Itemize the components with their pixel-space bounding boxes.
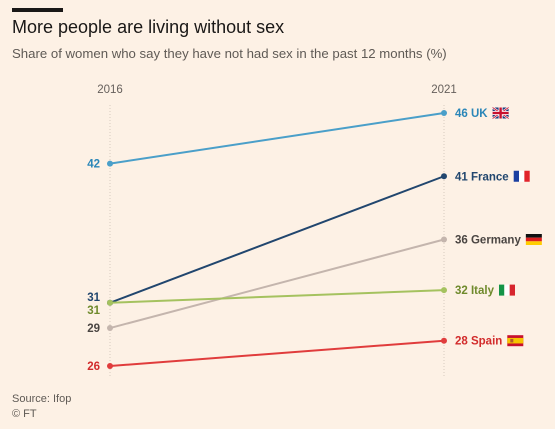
start-label-uk: 42 [87, 159, 100, 171]
start-label-spain: 26 [87, 361, 100, 373]
point-france-2021 [441, 173, 447, 180]
start-label-france: 31 [87, 292, 100, 304]
ft-credit: © FT [12, 408, 37, 420]
italy-flag-icon [498, 284, 515, 296]
point-uk-2021 [441, 110, 447, 116]
point-spain-2016 [107, 363, 113, 369]
point-italy-2016 [107, 299, 113, 306]
series-line-italy [109, 289, 445, 304]
spain-flag-icon [507, 335, 524, 347]
series-line-france [109, 175, 445, 304]
series-line-germany [109, 238, 445, 330]
uk-flag-icon [491, 106, 510, 120]
start-label-italy: 31 [87, 305, 100, 317]
end-label-italy: 32 Italy [455, 285, 495, 297]
end-label-spain: 28 Spain [455, 336, 502, 348]
france-flag-icon [513, 170, 530, 182]
end-label-uk: 46 UK [455, 108, 488, 120]
point-germany-2016 [107, 325, 113, 332]
point-germany-2021 [441, 236, 447, 243]
series-line-uk [109, 112, 445, 165]
x-tick-label-2021: 2021 [431, 84, 457, 96]
germany-flag-icon [525, 234, 542, 245]
end-label-germany: 36 Germany [455, 235, 521, 247]
point-italy-2021 [441, 287, 447, 294]
source-note: Source: Ifop [12, 393, 72, 405]
start-label-germany: 29 [87, 323, 100, 335]
point-uk-2016 [107, 160, 113, 167]
end-label-france: 41 France [455, 171, 509, 183]
title-accent-bar [12, 8, 63, 12]
chart-title: More people are living without sex [12, 17, 285, 37]
point-spain-2021 [441, 337, 447, 344]
chart-subtitle: Share of women who say they have not had… [12, 46, 447, 61]
series-line-spain [109, 339, 445, 367]
x-tick-label-2016: 2016 [97, 84, 123, 96]
